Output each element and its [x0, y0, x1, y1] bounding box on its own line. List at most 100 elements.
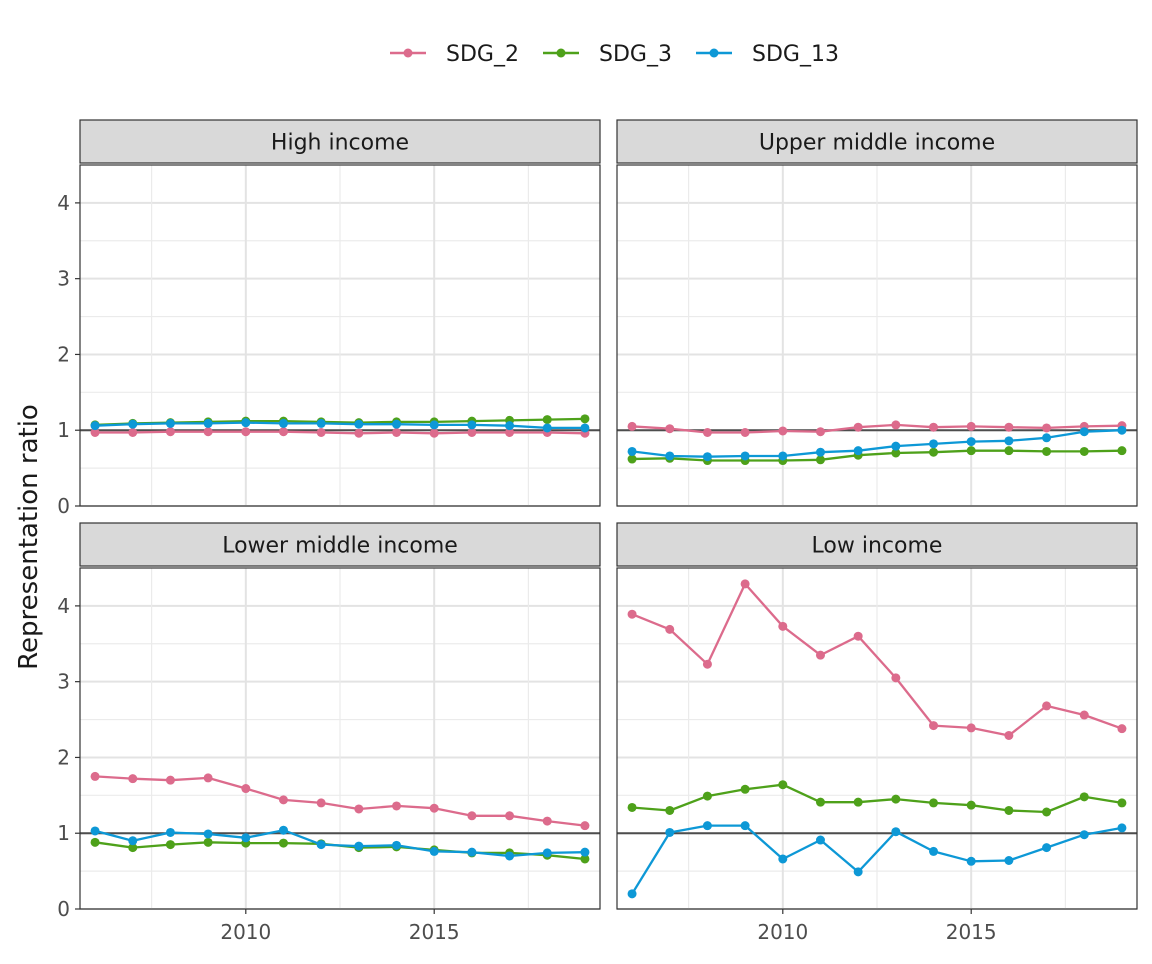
data-point — [740, 821, 750, 831]
series-sdg_13 — [90, 825, 590, 861]
data-point — [580, 847, 590, 857]
data-point — [467, 847, 477, 857]
panel-low-income: Low income 2010 2015 — [616, 522, 1138, 944]
data-point — [1042, 433, 1052, 443]
data-point — [702, 659, 712, 669]
data-point — [702, 821, 712, 831]
data-point — [627, 802, 637, 812]
data-point — [90, 427, 100, 437]
x-tick-label: 2010 — [757, 920, 808, 944]
series-sdg_3 — [627, 780, 1127, 817]
series-line — [95, 421, 585, 430]
data-point — [1042, 423, 1052, 433]
data-point — [241, 427, 251, 437]
data-point — [165, 418, 175, 428]
y-tick-label: 3 — [57, 670, 70, 694]
legend-marker — [556, 48, 566, 58]
facet-strip — [616, 119, 1138, 164]
data-point — [1117, 823, 1127, 833]
data-point — [429, 803, 439, 813]
data-point — [128, 836, 138, 846]
panel-border — [616, 567, 1138, 910]
data-point — [740, 427, 750, 437]
data-point — [505, 427, 515, 437]
data-point — [815, 427, 825, 437]
series-line — [631, 582, 1123, 737]
data-point — [278, 795, 288, 805]
data-point — [627, 609, 637, 619]
data-point — [90, 826, 100, 836]
data-point — [165, 775, 175, 785]
data-point — [128, 419, 138, 429]
data-point — [929, 439, 939, 449]
data-point — [1079, 830, 1089, 840]
data-point — [665, 827, 675, 837]
y-tick-label: 3 — [57, 267, 70, 291]
data-point — [778, 854, 788, 864]
data-point — [354, 841, 364, 851]
y-axis-title: Representation ratio — [14, 404, 44, 670]
data-point — [278, 427, 288, 437]
data-point — [853, 631, 863, 641]
data-point — [1004, 436, 1014, 446]
legend: SDG_2 SDG_3 SDG_13 — [390, 42, 839, 67]
data-point — [241, 418, 251, 428]
data-point — [392, 419, 402, 429]
data-point — [203, 829, 213, 839]
legend-label: SDG_3 — [599, 42, 672, 67]
data-point — [392, 801, 402, 811]
grid — [80, 568, 600, 910]
data-point — [467, 811, 477, 821]
data-point — [467, 420, 477, 430]
series-sdg_2 — [90, 427, 590, 438]
data-point — [1042, 446, 1052, 456]
data-point — [891, 441, 901, 451]
data-point — [627, 889, 637, 899]
data-point — [1079, 792, 1089, 802]
data-point — [891, 794, 901, 804]
data-point — [278, 838, 288, 848]
y-tick-label: 0 — [57, 897, 70, 921]
panel-high-income: High income 0 1 2 3 4 — [57, 119, 601, 518]
data-point — [1117, 446, 1127, 456]
data-point — [627, 446, 637, 456]
series-line — [631, 429, 1122, 458]
data-point — [278, 418, 288, 428]
facet-strip — [79, 522, 601, 567]
data-point — [580, 821, 590, 831]
data-point — [1079, 710, 1089, 720]
data-point — [1117, 425, 1127, 435]
data-point — [1117, 724, 1127, 734]
legend-item-sdg_3: SDG_3 — [543, 42, 672, 67]
data-point — [778, 780, 788, 790]
data-point — [665, 451, 675, 461]
facet-title: Upper middle income — [759, 131, 995, 156]
data-point — [815, 797, 825, 807]
legend-item-sdg_13: SDG_13 — [696, 42, 839, 67]
data-point — [740, 451, 750, 461]
series-line — [632, 783, 1123, 814]
panel-lower-middle-income: Lower middle income 0 1 2 3 4 2010 2015 — [57, 522, 601, 944]
data-point — [505, 811, 515, 821]
data-point — [429, 428, 439, 438]
data-point — [966, 446, 976, 456]
panel-border — [79, 164, 601, 507]
data-point — [740, 784, 750, 794]
data-point — [778, 621, 788, 631]
data-point — [505, 421, 515, 431]
data-point — [740, 579, 750, 589]
facet-strip — [616, 522, 1138, 567]
series-line — [632, 449, 1122, 462]
series-line — [95, 775, 586, 827]
data-point — [203, 837, 213, 847]
grid — [617, 568, 1137, 910]
data-point — [316, 418, 326, 428]
y-tick-label: 2 — [57, 745, 70, 769]
data-point — [853, 422, 863, 432]
series-line — [94, 829, 585, 858]
data-point — [90, 421, 100, 431]
data-point — [241, 784, 251, 794]
data-point — [203, 418, 213, 428]
